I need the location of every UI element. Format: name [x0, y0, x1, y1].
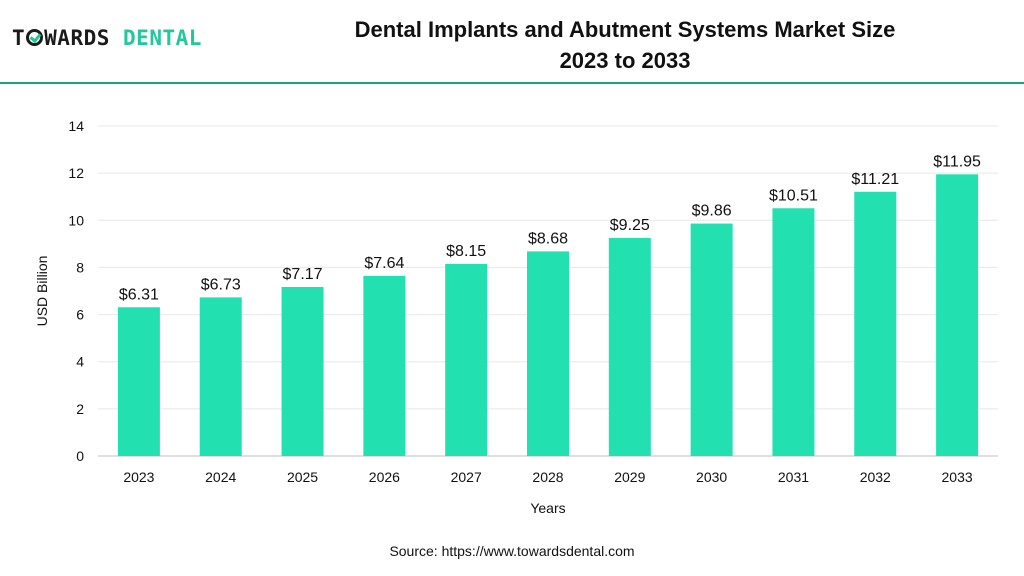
x-tick-label: 2029 [614, 469, 645, 485]
x-tick-label: 2031 [778, 469, 809, 485]
logo-check-icon [26, 29, 44, 46]
chart-title-line1: Dental Implants and Abutment Systems Mar… [354, 17, 896, 42]
data-label: $9.86 [692, 203, 732, 220]
x-tick-label: 2023 [123, 469, 154, 485]
chart-title: Dental Implants and Abutment Systems Mar… [300, 14, 950, 76]
y-tick-label: 0 [76, 448, 84, 464]
x-tick-label: 2027 [451, 469, 482, 485]
logo-text-part1: T [12, 26, 26, 50]
x-tick-label: 2025 [287, 469, 318, 485]
y-tick-label: 12 [68, 165, 84, 181]
data-label: $7.17 [283, 266, 323, 283]
x-tick-label: 2032 [860, 469, 891, 485]
y-tick-label: 14 [68, 118, 84, 134]
x-tick-label: 2024 [205, 469, 236, 485]
logo-text-part2: WARDS [44, 26, 110, 50]
y-tick-label: 4 [76, 354, 84, 370]
x-tick-label: 2028 [532, 469, 563, 485]
bar [936, 174, 979, 457]
bar [608, 237, 651, 456]
bar [690, 223, 733, 456]
y-tick-label: 10 [68, 212, 84, 228]
logo-text-part3: DENTAL [123, 26, 202, 50]
source-note: Source: https://www.towardsdental.com [389, 543, 635, 559]
data-label: $9.25 [610, 217, 650, 234]
bar [527, 251, 569, 456]
data-label: $11.95 [933, 153, 981, 170]
data-label: $11.21 [851, 171, 899, 188]
data-label: $10.51 [769, 187, 818, 204]
y-tick-label: 6 [76, 307, 84, 323]
bar [281, 286, 324, 456]
bar [363, 275, 406, 456]
x-tick-label: 2026 [369, 469, 400, 485]
header: T WARDS DENTAL Dental Implants and Abutme… [0, 0, 1024, 84]
data-label: $8.68 [528, 230, 568, 247]
x-tick-label: 2033 [942, 469, 973, 485]
towards-dental-logo: T WARDS DENTAL [12, 26, 202, 50]
bar [117, 307, 160, 456]
x-axis-title: Years [530, 500, 565, 516]
bar [772, 208, 815, 456]
bar [199, 297, 242, 456]
chart-title-line2: 2023 to 2033 [559, 48, 691, 73]
bar [445, 263, 488, 456]
data-label: $6.31 [119, 286, 159, 303]
data-label: $8.15 [446, 243, 486, 260]
data-label: $7.64 [364, 255, 404, 272]
x-tick-label: 2030 [696, 469, 727, 485]
y-tick-label: 2 [76, 401, 84, 417]
data-label: $6.73 [201, 276, 241, 293]
y-axis-title: USD Billion [34, 256, 50, 327]
y-tick-label: 8 [76, 259, 84, 275]
bar [854, 191, 897, 456]
